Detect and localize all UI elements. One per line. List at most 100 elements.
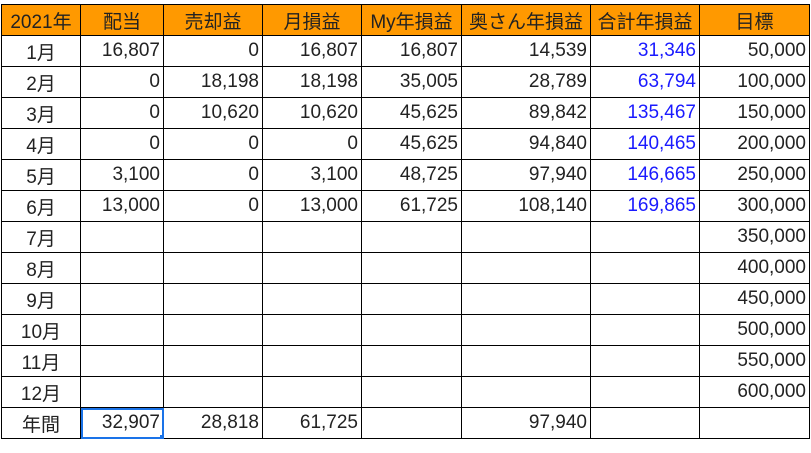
cell-wife-annual-pl[interactable]: 28,789	[461, 66, 591, 98]
cell-month[interactable]: 8月	[1, 252, 81, 284]
cell-month[interactable]: 年間	[1, 407, 81, 439]
cell-month[interactable]: 9月	[1, 283, 81, 315]
cell-month[interactable]: 5月	[1, 159, 81, 191]
cell-sale-profit[interactable]	[163, 376, 263, 408]
cell-dividend[interactable]: 0	[80, 128, 164, 160]
cell-sale-profit[interactable]: 0	[163, 159, 263, 191]
cell-wife-annual-pl[interactable]: 108,140	[461, 190, 591, 222]
cell-wife-annual-pl[interactable]	[461, 252, 591, 284]
header-total-annual-pl[interactable]: 合計年損益	[590, 4, 700, 36]
cell-sale-profit[interactable]	[163, 314, 263, 346]
cell-monthly-pl[interactable]: 10,620	[262, 97, 362, 129]
cell-wife-annual-pl[interactable]: 94,840	[461, 128, 591, 160]
cell-dividend[interactable]: 13,000	[80, 190, 164, 222]
cell-month[interactable]: 7月	[1, 221, 81, 253]
cell-target[interactable]: 600,000	[699, 376, 810, 408]
cell-target[interactable]: 550,000	[699, 345, 810, 377]
cell-my-annual-pl[interactable]: 16,807	[361, 35, 462, 67]
cell-monthly-pl[interactable]: 0	[262, 128, 362, 160]
cell-target[interactable]: 400,000	[699, 252, 810, 284]
cell-total-annual-pl[interactable]	[590, 376, 700, 408]
cell-dividend[interactable]	[80, 221, 164, 253]
cell-month[interactable]: 4月	[1, 128, 81, 160]
cell-month[interactable]: 1月	[1, 35, 81, 67]
cell-target[interactable]: 150,000	[699, 97, 810, 129]
cell-my-annual-pl[interactable]: 45,625	[361, 128, 462, 160]
cell-total-annual-pl[interactable]: 63,794	[590, 66, 700, 98]
cell-total-annual-pl[interactable]	[590, 252, 700, 284]
cell-monthly-pl[interactable]	[262, 314, 362, 346]
cell-dividend[interactable]	[80, 376, 164, 408]
header-monthly-pl[interactable]: 月損益	[262, 4, 362, 36]
header-sale-profit[interactable]: 売却益	[163, 4, 263, 36]
cell-my-annual-pl[interactable]	[361, 345, 462, 377]
cell-monthly-pl[interactable]: 3,100	[262, 159, 362, 191]
cell-sale-profit[interactable]	[163, 345, 263, 377]
cell-my-annual-pl[interactable]: 45,625	[361, 97, 462, 129]
cell-monthly-pl[interactable]	[262, 221, 362, 253]
cell-wife-annual-pl[interactable]	[461, 221, 591, 253]
cell-my-annual-pl[interactable]	[361, 221, 462, 253]
cell-wife-annual-pl[interactable]: 89,842	[461, 97, 591, 129]
cell-sale-profit[interactable]: 0	[163, 128, 263, 160]
cell-target[interactable]: 350,000	[699, 221, 810, 253]
cell-month[interactable]: 12月	[1, 376, 81, 408]
cell-target[interactable]: 500,000	[699, 314, 810, 346]
cell-total-annual-pl[interactable]	[590, 283, 700, 315]
cell-target[interactable]: 100,000	[699, 66, 810, 98]
header-my-annual-pl[interactable]: My年損益	[361, 4, 462, 36]
cell-monthly-pl[interactable]	[262, 252, 362, 284]
cell-target[interactable]: 300,000	[699, 190, 810, 222]
cell-sale-profit[interactable]	[163, 221, 263, 253]
cell-my-annual-pl[interactable]: 48,725	[361, 159, 462, 191]
cell-sale-profit[interactable]: 18,198	[163, 66, 263, 98]
cell-my-annual-pl[interactable]	[361, 376, 462, 408]
cell-monthly-pl[interactable]	[262, 283, 362, 315]
cell-target[interactable]: 250,000	[699, 159, 810, 191]
cell-dividend[interactable]: 3,100	[80, 159, 164, 191]
cell-sale-profit[interactable]	[163, 252, 263, 284]
cell-sale-profit[interactable]: 10,620	[163, 97, 263, 129]
cell-monthly-pl[interactable]: 16,807	[262, 35, 362, 67]
cell-target[interactable]	[699, 407, 810, 439]
cell-my-annual-pl[interactable]: 35,005	[361, 66, 462, 98]
cell-monthly-pl[interactable]	[262, 376, 362, 408]
cell-sale-profit[interactable]: 28,818	[163, 407, 263, 439]
cell-total-annual-pl[interactable]	[590, 345, 700, 377]
cell-wife-annual-pl[interactable]: 97,940	[461, 407, 591, 439]
cell-sale-profit[interactable]	[163, 283, 263, 315]
cell-dividend[interactable]	[80, 252, 164, 284]
cell-dividend[interactable]: 16,807	[80, 35, 164, 67]
cell-my-annual-pl[interactable]	[361, 252, 462, 284]
cell-target[interactable]: 200,000	[699, 128, 810, 160]
cell-my-annual-pl[interactable]	[361, 407, 462, 439]
cell-total-annual-pl[interactable]	[590, 407, 700, 439]
cell-dividend[interactable]	[80, 345, 164, 377]
cell-total-annual-pl[interactable]: 169,865	[590, 190, 700, 222]
header-month[interactable]: 2021年	[1, 4, 81, 36]
cell-monthly-pl[interactable]: 61,725	[262, 407, 362, 439]
cell-my-annual-pl[interactable]	[361, 314, 462, 346]
cell-month[interactable]: 11月	[1, 345, 81, 377]
cell-wife-annual-pl[interactable]	[461, 283, 591, 315]
cell-total-annual-pl[interactable]	[590, 221, 700, 253]
cell-wife-annual-pl[interactable]	[461, 376, 591, 408]
cell-wife-annual-pl[interactable]	[461, 345, 591, 377]
cell-dividend[interactable]: 0	[80, 97, 164, 129]
cell-dividend[interactable]	[80, 314, 164, 346]
cell-total-annual-pl[interactable]: 140,465	[590, 128, 700, 160]
cell-total-annual-pl[interactable]: 31,346	[590, 35, 700, 67]
header-wife-annual-pl[interactable]: 奥さん年損益	[461, 4, 591, 36]
cell-monthly-pl[interactable]: 13,000	[262, 190, 362, 222]
cell-monthly-pl[interactable]: 18,198	[262, 66, 362, 98]
cell-total-annual-pl[interactable]	[590, 314, 700, 346]
cell-dividend[interactable]	[80, 283, 164, 315]
cell-my-annual-pl[interactable]	[361, 283, 462, 315]
cell-dividend[interactable]: 32,907	[80, 407, 164, 439]
cell-monthly-pl[interactable]	[262, 345, 362, 377]
header-dividend[interactable]: 配当	[80, 4, 164, 36]
cell-wife-annual-pl[interactable]	[461, 314, 591, 346]
cell-wife-annual-pl[interactable]: 97,940	[461, 159, 591, 191]
cell-sale-profit[interactable]: 0	[163, 190, 263, 222]
cell-my-annual-pl[interactable]: 61,725	[361, 190, 462, 222]
